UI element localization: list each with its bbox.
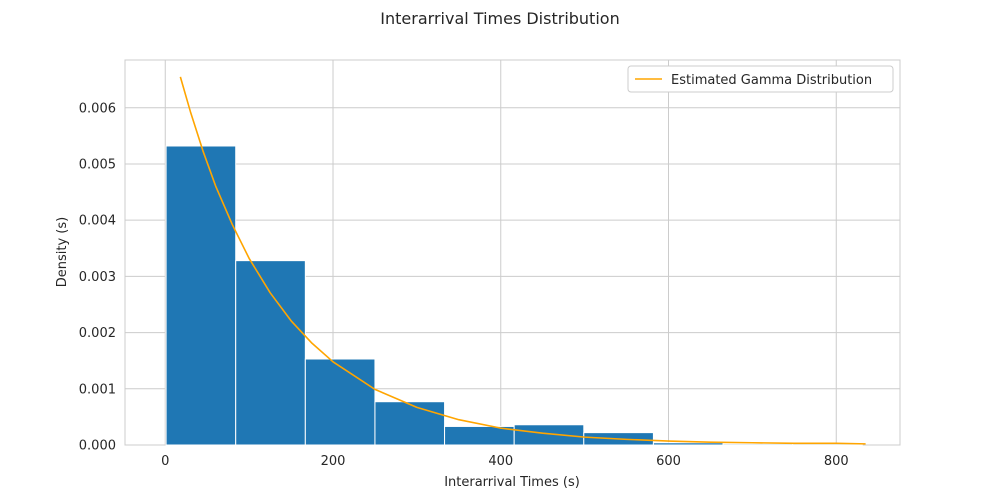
x-tick-label: 800: [824, 454, 849, 469]
y-tick-label: 0.002: [79, 326, 116, 341]
histogram-bar: [165, 145, 237, 446]
histogram-bar: [513, 424, 585, 446]
gamma-curve-layer: [179, 76, 866, 445]
x-axis-title: Interarrival Times (s): [444, 475, 580, 490]
histogram-bar: [235, 260, 306, 446]
y-axis-title: Density (s): [55, 217, 70, 287]
y-tick-label: 0.003: [79, 270, 116, 285]
y-tick-label: 0.005: [79, 157, 116, 172]
legend: Estimated Gamma Distribution: [627, 65, 894, 93]
legend-label: Estimated Gamma Distribution: [671, 73, 872, 88]
x-tick-label: 400: [488, 454, 513, 469]
histogram-bar: [722, 443, 794, 446]
y-tick-label: 0.000: [79, 439, 116, 454]
y-tick-label: 0.004: [79, 214, 116, 229]
histogram-bar: [304, 358, 376, 446]
legend-box: [627, 65, 894, 93]
x-tick-label: 0: [161, 454, 169, 469]
gamma-distribution-line: [179, 76, 866, 445]
chart-title: Interarrival Times Distribution: [380, 9, 619, 28]
y-tick-labels: 0.000 0.001 0.002 0.003 0.004 0.005 0.006: [79, 101, 116, 453]
y-tick-label: 0.006: [79, 101, 116, 116]
x-tick-labels: 0 200 400 600 800: [161, 454, 849, 469]
x-tick-label: 600: [656, 454, 681, 469]
y-tick-label: 0.001: [79, 382, 116, 397]
x-tick-label: 200: [321, 454, 346, 469]
histogram-bar: [374, 401, 446, 446]
histogram-bar: [652, 442, 724, 446]
histogram-bars: [165, 145, 863, 446]
